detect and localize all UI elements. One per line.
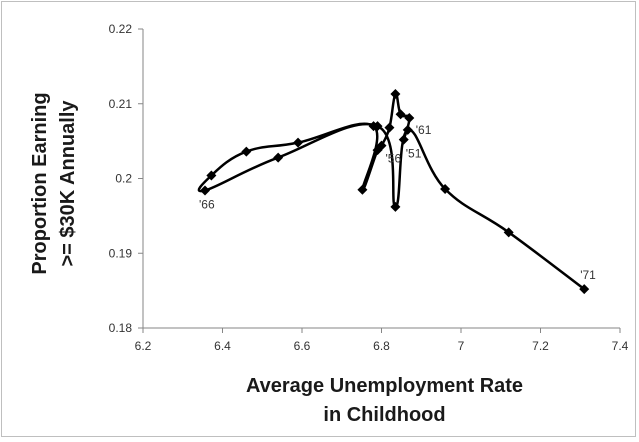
x-axis-title-line: in Childhood <box>323 404 445 426</box>
data-point-marker <box>440 183 451 194</box>
data-point-marker <box>200 185 211 196</box>
data-markers <box>200 89 590 295</box>
data-point-marker <box>372 121 383 132</box>
point-label: '61 <box>416 123 432 137</box>
y-axis-title-line: Proportion Earning <box>29 92 51 274</box>
point-annotations: '66 '56 '51 '61 '71 <box>199 123 596 282</box>
y-axis-title: Proportion Earning >= $30K Annually <box>29 92 79 274</box>
data-point-marker <box>579 284 590 295</box>
y-tick-label: 0.18 <box>109 321 133 335</box>
point-label: '51 <box>406 147 422 161</box>
data-point-marker <box>390 201 401 212</box>
data-point-marker <box>398 134 409 145</box>
x-tick-label: 7.4 <box>612 339 629 353</box>
data-point-marker <box>273 152 284 163</box>
x-tick-labels: 6.2 6.4 6.6 6.8 7 7.2 7.4 <box>135 339 629 353</box>
x-tick-label: 7.2 <box>532 339 549 353</box>
x-axis-title-line: Average Unemployment Rate <box>246 375 523 397</box>
data-point-marker <box>357 184 368 195</box>
data-point-marker <box>390 89 401 100</box>
x-tick-label: 6.4 <box>214 339 231 353</box>
point-label: '56 <box>386 152 402 166</box>
y-tick-label: 0.2 <box>115 172 132 186</box>
y-tick-label: 0.21 <box>109 97 133 111</box>
data-point-marker <box>503 227 514 238</box>
data-point-marker <box>402 124 413 135</box>
y-axis-title-line: >= $30K Annually <box>57 100 79 267</box>
x-tick-label: 7 <box>458 339 465 353</box>
x-tick-label: 6.2 <box>135 339 152 353</box>
x-tick-label: 6.8 <box>373 339 390 353</box>
y-tick-label: 0.22 <box>109 22 133 36</box>
y-tick-label: 0.19 <box>109 246 133 260</box>
data-point-marker <box>206 170 217 181</box>
point-label: '71 <box>580 268 596 282</box>
y-tick-labels: 0.18 0.19 0.2 0.21 0.22 <box>109 22 133 335</box>
series-line <box>197 92 585 291</box>
x-tick-label: 6.6 <box>294 339 311 353</box>
data-point-marker <box>404 112 415 123</box>
data-point-marker <box>241 146 252 157</box>
x-axis-title: Average Unemployment Rate in Childhood <box>246 375 523 426</box>
data-point-marker <box>395 109 406 120</box>
point-label: '66 <box>199 197 215 211</box>
data-point-marker <box>372 145 383 156</box>
data-point-marker <box>384 122 395 133</box>
data-point-marker <box>293 137 304 148</box>
axes <box>138 28 621 333</box>
